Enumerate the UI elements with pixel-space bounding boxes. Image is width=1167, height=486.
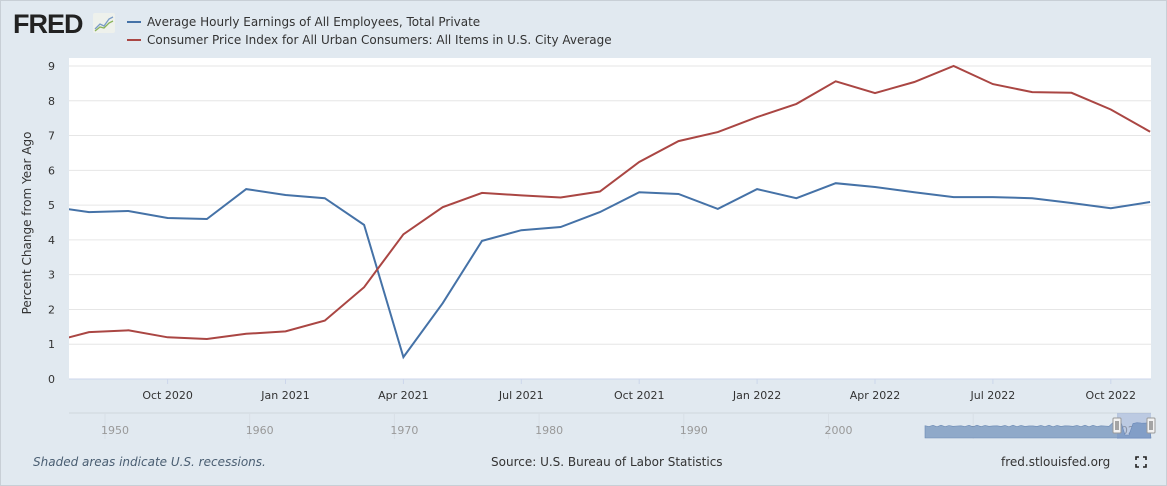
recession-note: Shaded areas indicate U.S. recessions. (33, 455, 266, 469)
x-tick-label: Jan 2021 (260, 389, 309, 402)
series-line-1[interactable] (50, 64, 1151, 343)
navigator-label: 1950 (101, 424, 129, 437)
x-tick-label: Apr 2022 (850, 389, 901, 402)
x-tick-label: Jul 2022 (970, 389, 1016, 402)
navigator-label: 1980 (535, 424, 563, 437)
y-tick-label: 2 (48, 303, 55, 316)
y-tick-label: 5 (48, 199, 55, 212)
navigator-label: 2000 (825, 424, 853, 437)
legend-item-earnings[interactable]: Average Hourly Earnings of All Employees… (127, 15, 480, 29)
x-tick-label: Jan 2022 (732, 389, 781, 402)
legend-item-cpi[interactable]: Consumer Price Index for All Urban Consu… (127, 33, 612, 47)
y-tick-label: 4 (48, 234, 55, 247)
navigator-handle[interactable] (1146, 417, 1156, 434)
fred-logo[interactable]: FRED (13, 9, 83, 39)
chart: 0 1 2 3 4 5 6 7 8 9 Percent Change from Year Ago Oc… (20, 58, 1156, 439)
x-tick-label: Oct 2022 (1086, 389, 1137, 402)
navigator-label: 1960 (246, 424, 274, 437)
y-tick-label: 7 (48, 130, 55, 143)
x-tick-label: Jul 2021 (498, 389, 544, 402)
y-tick-label: 0 (48, 373, 55, 386)
plot-area (69, 58, 1151, 379)
legend-label: Consumer Price Index for All Urban Consu… (147, 33, 612, 47)
y-tick-label: 9 (48, 60, 55, 73)
line-chart-icon (93, 13, 115, 33)
legend-swatch (127, 21, 141, 23)
y-axis-label: Percent Change from Year Ago (20, 132, 34, 315)
y-tick-label: 6 (48, 164, 55, 177)
fullscreen-icon[interactable] (1135, 456, 1147, 468)
legend-swatch (127, 39, 141, 41)
site-link[interactable]: fred.stlouisfed.org (1001, 455, 1111, 469)
navigator-selection[interactable] (1117, 413, 1151, 439)
series-line-0[interactable] (50, 182, 1151, 360)
y-tick-label: 8 (48, 95, 55, 108)
legend-label: Average Hourly Earnings of All Employees… (147, 15, 481, 29)
y-tick-label: 3 (48, 269, 55, 282)
y-tick-label: 1 (48, 338, 55, 351)
source-note: Source: U.S. Bureau of Labor Statistics (491, 455, 723, 469)
navigator-label: 1990 (680, 424, 708, 437)
x-tick-label: Oct 2021 (614, 389, 665, 402)
x-tick-label: Oct 2020 (142, 389, 193, 402)
navigator-label: 1970 (390, 424, 418, 437)
navigator-handle[interactable] (1112, 417, 1122, 434)
x-tick-label: Apr 2021 (378, 389, 429, 402)
